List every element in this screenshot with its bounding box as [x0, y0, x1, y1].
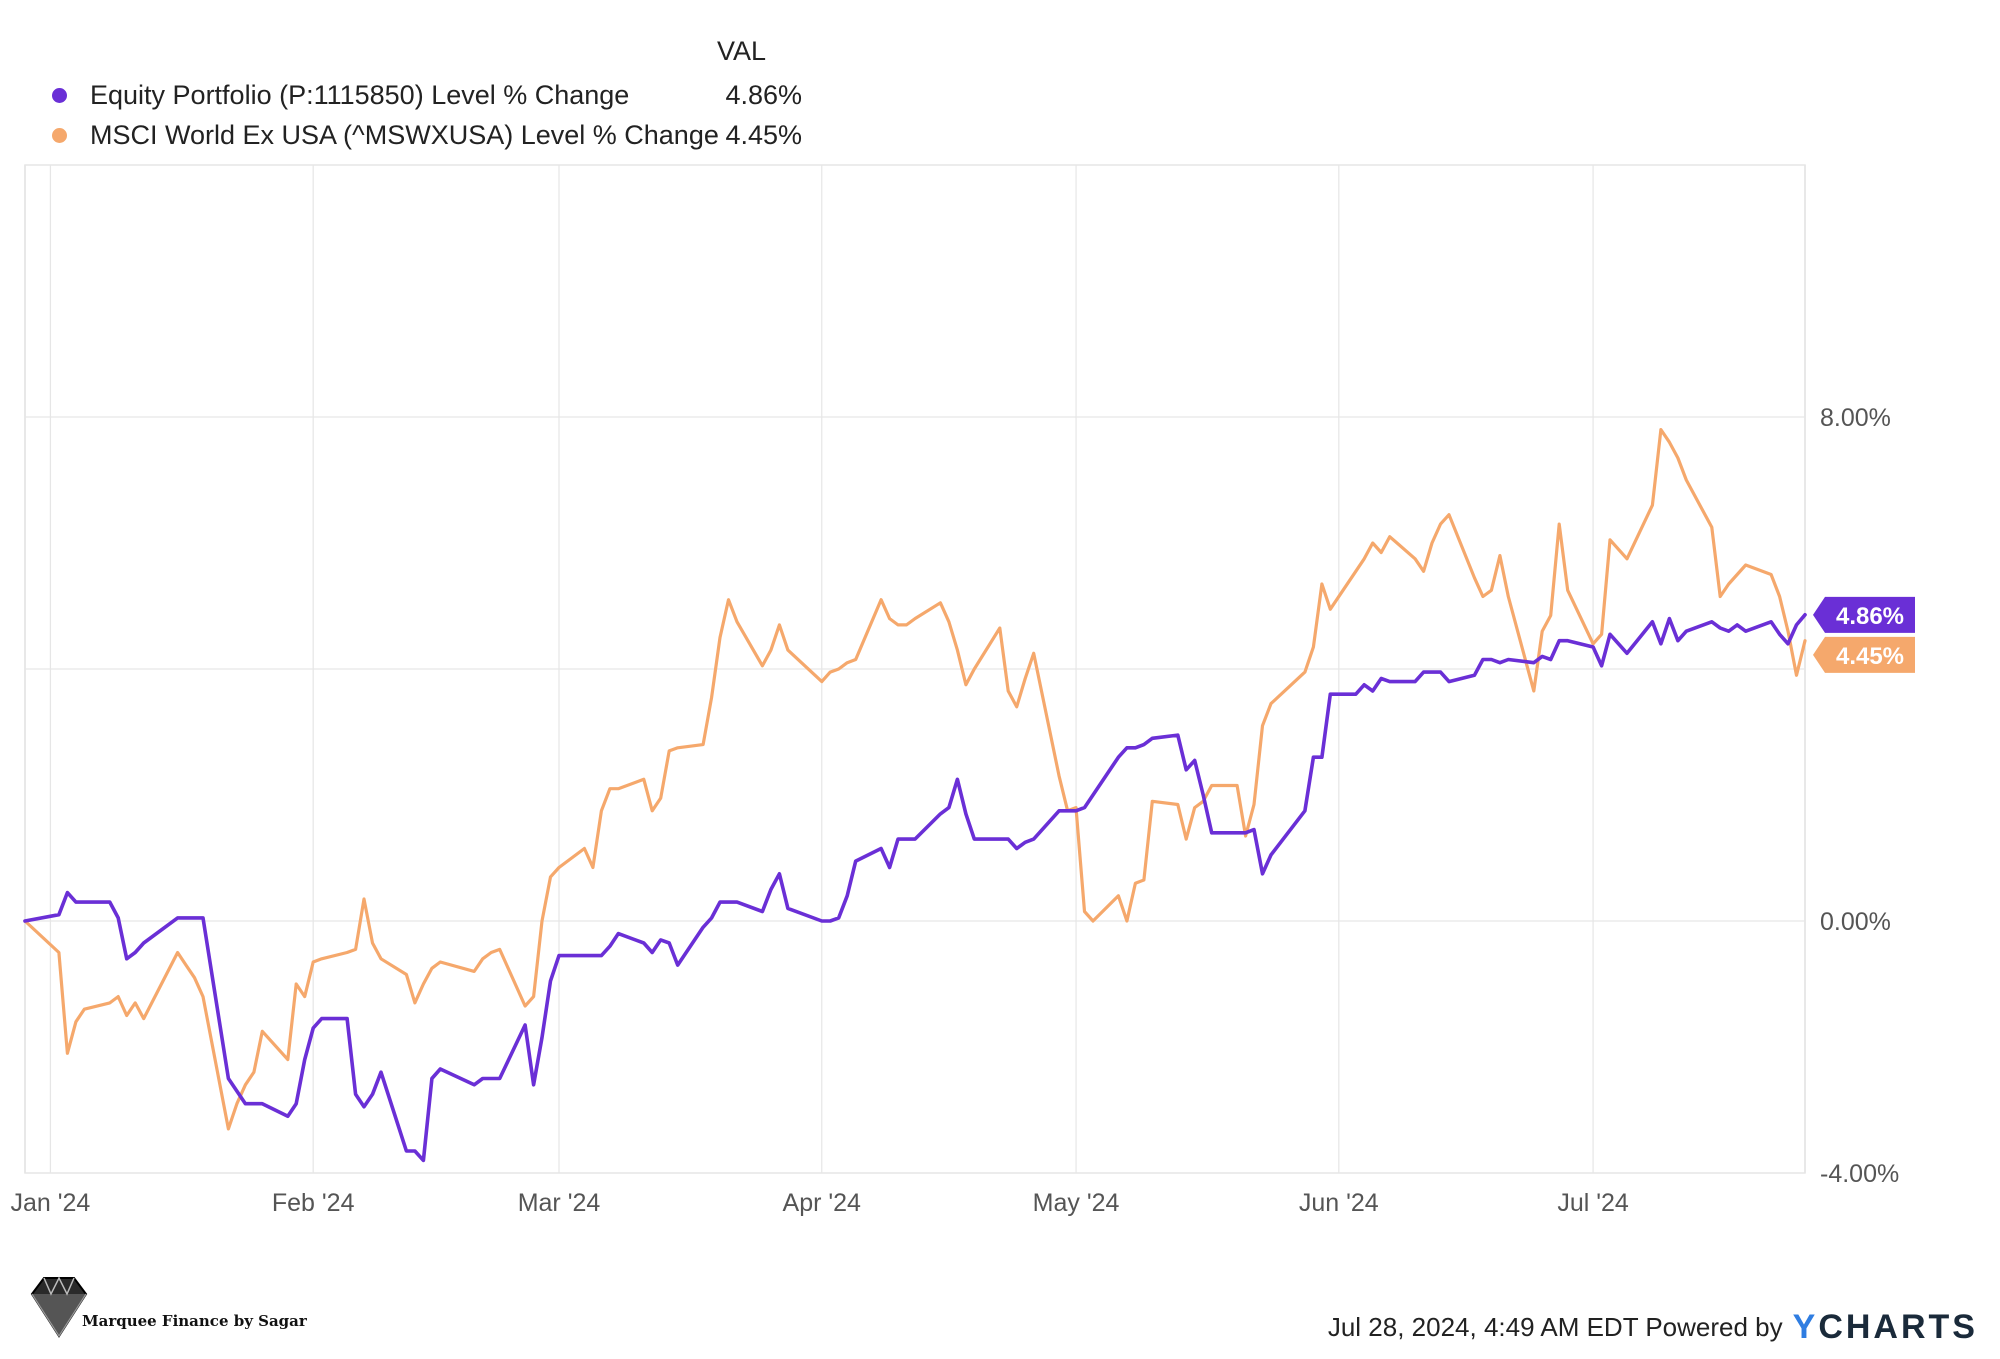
legend-label-msci: MSCI World Ex USA (^MSWXUSA) Level % Cha… — [90, 120, 719, 150]
legend-dot-msci — [52, 128, 67, 143]
footer-timestamp: Jul 28, 2024, 4:49 AM EDT Powered by — [1327, 1312, 1783, 1342]
x-tick-label: May '24 — [1033, 1189, 1120, 1217]
end-flag-equity — [1813, 596, 1915, 633]
ycharts-logo-y: Y — [1792, 1308, 1819, 1346]
legend-item-msci-world[interactable]: MSCI World Ex USA (^MSWXUSA) Level % Cha… — [40, 116, 802, 156]
brand-name: Marquee Finance by Sagar — [82, 1312, 307, 1330]
x-tick-label: Feb '24 — [272, 1189, 355, 1217]
y-tick-label: 0.00% — [1820, 908, 1891, 936]
y-tick-label: -4.00% — [1820, 1160, 1899, 1188]
end-label-equity: 4.86% — [1836, 603, 1904, 630]
end-label-msci: 4.45% — [1836, 643, 1904, 670]
ycharts-logo[interactable]: Y CHARTS — [1793, 1308, 1978, 1347]
y-tick-label: 8.00% — [1820, 404, 1891, 432]
legend-item-equity-portfolio[interactable]: Equity Portfolio (P:1115850) Level % Cha… — [40, 76, 802, 116]
legend-dot-equity — [52, 88, 67, 103]
x-tick-label: Mar '24 — [518, 1189, 601, 1217]
footer-attribution: Jul 28, 2024, 4:49 AM EDT Powered by Y CH… — [1328, 1308, 1978, 1347]
diamond-icon — [30, 1276, 88, 1338]
x-tick-label: Jul '24 — [1557, 1189, 1629, 1217]
brand-logo: Marquee Finance by Sagar — [24, 1272, 344, 1342]
series-line-equity — [23, 613, 1807, 1163]
legend-value-msci: 4.45% — [725, 120, 802, 150]
x-tick-label: Jan '24 — [11, 1189, 91, 1217]
legend-value-equity: 4.86% — [725, 80, 802, 110]
legend-label-equity: Equity Portfolio (P:1115850) Level % Cha… — [90, 80, 630, 110]
end-flag-msci — [1813, 636, 1915, 673]
series-line-msci — [23, 428, 1807, 1131]
x-tick-label: Jun '24 — [1299, 1189, 1379, 1217]
legend-value-header: VAL — [717, 36, 767, 66]
x-tick-label: Apr '24 — [783, 1189, 862, 1217]
ycharts-logo-text: CHARTS — [1818, 1308, 1978, 1346]
